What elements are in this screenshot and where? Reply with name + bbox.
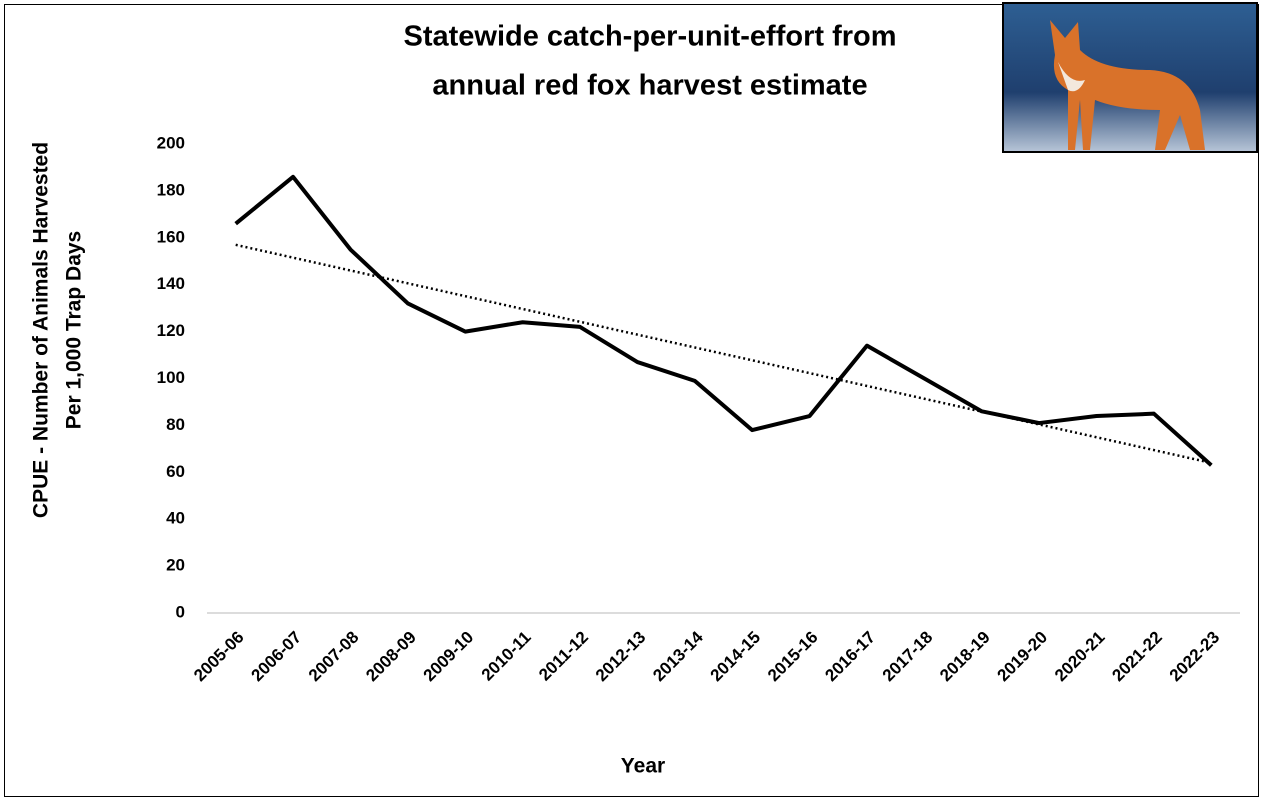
fox-photo bbox=[1002, 2, 1258, 153]
y-tick-label: 40 bbox=[166, 509, 185, 528]
y-axis-title: Per 1,000 Trap Days bbox=[63, 231, 86, 429]
y-tick-label: 180 bbox=[157, 180, 185, 199]
chart-title: annual red fox harvest estimate bbox=[432, 70, 867, 102]
trend-line bbox=[235, 243, 1212, 465]
y-tick-label: 200 bbox=[157, 133, 185, 152]
x-axis-title: Year bbox=[621, 755, 665, 778]
y-tick-label: 140 bbox=[157, 274, 185, 293]
y-tick-label: 160 bbox=[157, 227, 185, 246]
y-tick-label: 100 bbox=[157, 368, 185, 387]
y-axis-title: CPUE - Number of Animals Harvested bbox=[30, 142, 53, 518]
y-tick-label: 60 bbox=[166, 462, 185, 481]
y-tick-label: 0 bbox=[176, 602, 185, 621]
y-tick-label: 20 bbox=[166, 556, 185, 575]
y-tick-label: 80 bbox=[166, 415, 185, 434]
y-tick-label: 120 bbox=[157, 321, 185, 340]
data-line bbox=[234, 174, 1213, 467]
chart-title: Statewide catch-per-unit-effort from bbox=[403, 21, 896, 53]
